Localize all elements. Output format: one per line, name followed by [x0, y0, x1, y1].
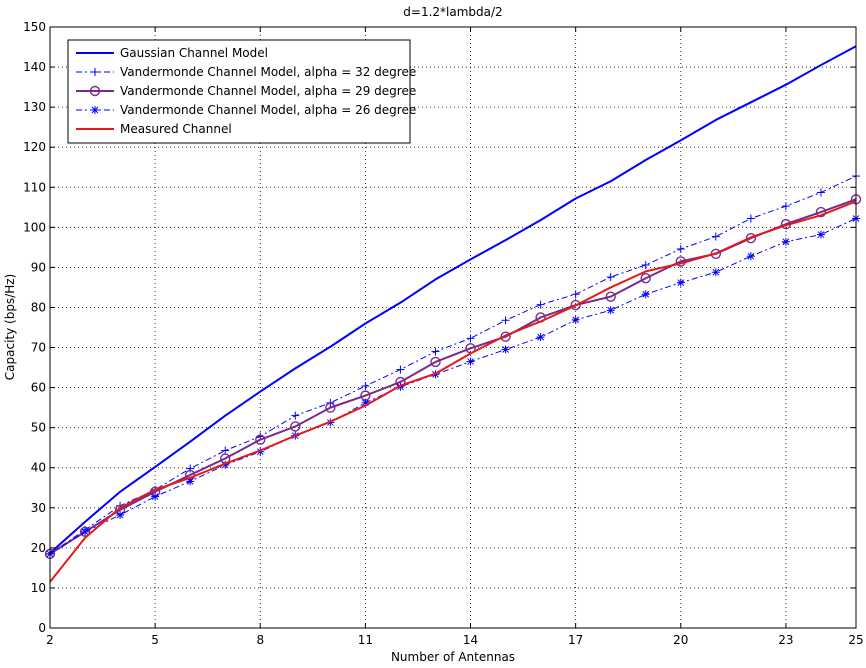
data-point [536, 300, 545, 309]
data-point [501, 345, 510, 354]
series-line [49, 200, 857, 583]
legend-entry: Gaussian Channel Model [76, 46, 268, 60]
series-1 [49, 45, 857, 554]
legend-label: Gaussian Channel Model [120, 46, 268, 60]
x-tick-label: 25 [848, 633, 863, 647]
y-tick-label: 70 [31, 341, 46, 355]
data-point [81, 527, 90, 536]
axis-ticks: 2 5 8 11 14 17 20 23 250102030405060708090100110… [23, 20, 864, 647]
x-tick-label: 5 [151, 633, 159, 647]
data-point [746, 252, 755, 261]
x-tick-label: 11 [358, 633, 373, 647]
y-tick-label: 40 [31, 461, 46, 475]
axes-frame [49, 26, 857, 629]
legend-label: Vandermonde Channel Model, alpha = 29 de… [120, 84, 416, 98]
series-3 [44, 194, 862, 560]
data-point [711, 268, 720, 277]
data-point [745, 232, 757, 244]
series-4 [46, 214, 860, 558]
data-point [605, 291, 616, 302]
series-5 [49, 200, 857, 583]
data-point [816, 188, 825, 197]
series-2 [46, 172, 860, 558]
data-point [606, 306, 615, 315]
data-point [325, 402, 336, 413]
chart-title: d=1.2*lambda/2 [403, 5, 502, 19]
data-point [641, 290, 650, 299]
data-point [291, 411, 300, 420]
y-tick-label: 0 [38, 621, 46, 635]
data-point [781, 237, 790, 246]
data-point [430, 356, 441, 368]
series-line [49, 218, 857, 555]
y-tick-label: 100 [23, 220, 46, 234]
legend-label: Measured Channel [120, 122, 232, 136]
data-point [815, 206, 827, 218]
data-point [290, 421, 301, 432]
data-point [606, 273, 615, 282]
y-tick-label: 140 [23, 60, 46, 74]
y-tick-label: 30 [31, 501, 46, 515]
y-tick-label: 90 [31, 260, 46, 274]
legend-entry: Measured Channel [76, 122, 232, 136]
data-point [466, 357, 475, 366]
series-line [49, 198, 857, 555]
legend-entry: Vandermonde Channel Model, alpha = 29 de… [76, 84, 416, 98]
legend-marker [91, 68, 99, 76]
data-point [676, 244, 685, 253]
x-tick-label: 23 [778, 633, 793, 647]
data-point [466, 334, 475, 343]
x-tick-label: 20 [673, 633, 688, 647]
data-point [221, 446, 230, 455]
data-point [186, 464, 195, 473]
legend-marker [89, 85, 101, 97]
x-tick-label: 8 [256, 633, 264, 647]
data-point [361, 398, 370, 407]
data-point [431, 347, 440, 356]
data-point [536, 333, 545, 342]
legend-label: Vandermonde Channel Model, alpha = 32 de… [120, 65, 416, 79]
data-point [781, 202, 790, 211]
data-point [816, 230, 825, 239]
plot-area [44, 45, 862, 583]
series-line [49, 45, 857, 554]
data-point [676, 278, 685, 287]
y-axis-label: Capacity (bps/Hz) [3, 274, 17, 380]
legend-entry: Vandermonde Channel Model, alpha = 26 de… [76, 103, 416, 117]
data-point [640, 273, 651, 284]
data-point [79, 526, 91, 538]
data-point [746, 214, 755, 223]
y-tick-label: 110 [23, 180, 46, 194]
y-tick-label: 10 [31, 581, 46, 595]
data-point [711, 232, 720, 241]
x-tick-label: 2 [46, 633, 54, 647]
y-tick-label: 80 [31, 300, 46, 314]
legend-entry: Vandermonde Channel Model, alpha = 32 de… [76, 65, 416, 79]
y-tick-label: 20 [31, 541, 46, 555]
legend-marker [91, 106, 99, 114]
y-tick-label: 130 [23, 100, 46, 114]
data-point [570, 299, 581, 311]
data-point [641, 260, 650, 269]
data-point [255, 434, 266, 445]
legend-label: Vandermonde Channel Model, alpha = 26 de… [120, 103, 416, 117]
data-point [501, 316, 510, 325]
data-point [361, 381, 370, 390]
data-point [116, 511, 125, 520]
series-line [49, 175, 857, 555]
data-point [571, 290, 580, 299]
data-point [151, 492, 160, 501]
data-point [396, 365, 405, 374]
y-tick-label: 120 [23, 140, 46, 154]
legend: Gaussian Channel Model Vandermonde Channe… [67, 39, 416, 144]
legend-box [67, 39, 411, 144]
x-tick-label: 14 [463, 633, 478, 647]
x-tick-label: 17 [568, 633, 583, 647]
y-tick-label: 50 [31, 421, 46, 435]
x-axis-label: Number of Antennas [391, 650, 515, 664]
y-tick-label: 60 [31, 381, 46, 395]
y-tick-label: 150 [23, 20, 46, 34]
data-point [571, 315, 580, 324]
